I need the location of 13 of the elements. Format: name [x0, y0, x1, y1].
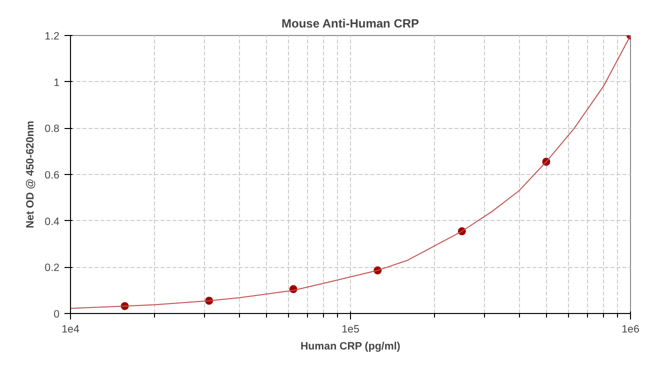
y-axis-title: Net OD @ 450-620nm	[24, 120, 37, 228]
y-tick-label: 1	[54, 76, 60, 89]
y-tick-label: 0.4	[44, 216, 60, 228]
y-tick-label: 0	[54, 308, 60, 320]
y-tick-label: 1.2	[44, 30, 60, 42]
y-tick-label: 0.2	[44, 262, 60, 274]
x-axis-title: Human CRP (pg/ml)	[300, 340, 401, 352]
chart-title: Mouse Anti-Human CRP	[282, 16, 420, 30]
x-tick-label: 1e4	[62, 324, 80, 336]
x-tick-label: 1e6	[622, 324, 640, 336]
y-tick-label: 0.8	[44, 123, 60, 136]
x-tick-label: 1e5	[342, 324, 360, 336]
y-tick-label: 0.6	[44, 170, 60, 182]
